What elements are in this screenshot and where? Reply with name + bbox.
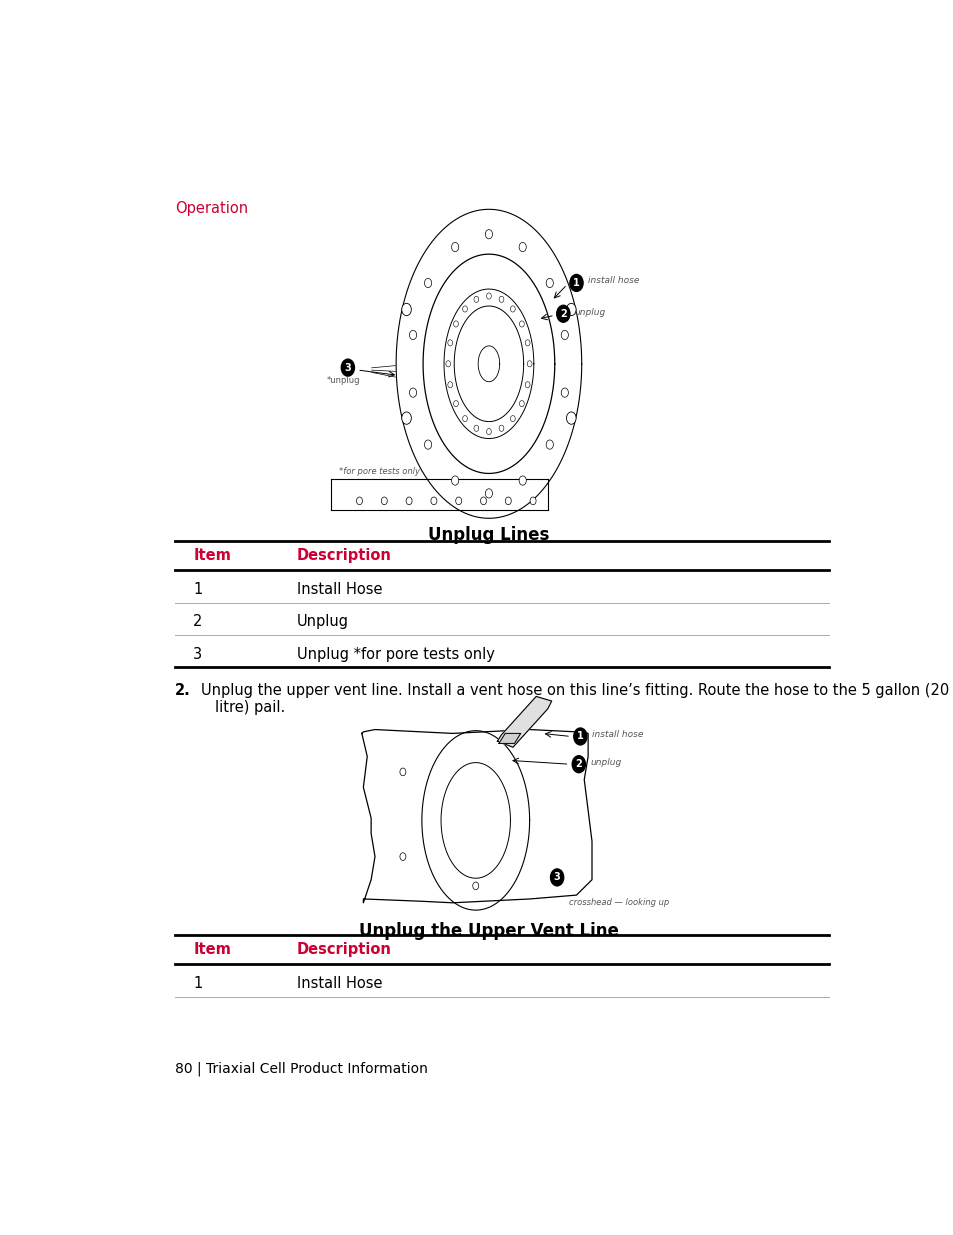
Text: Unplug Lines: Unplug Lines: [428, 526, 549, 543]
Text: unplug: unplug: [575, 308, 605, 316]
Circle shape: [518, 242, 526, 252]
Circle shape: [474, 296, 478, 303]
Circle shape: [473, 882, 478, 889]
Text: Unplug *for pore tests only: Unplug *for pore tests only: [296, 647, 494, 662]
Circle shape: [485, 230, 492, 238]
Polygon shape: [498, 734, 520, 743]
Circle shape: [566, 412, 576, 425]
Circle shape: [424, 440, 431, 450]
Circle shape: [453, 400, 457, 406]
Text: 1: 1: [193, 582, 202, 597]
Text: Install Hose: Install Hose: [296, 976, 382, 992]
Circle shape: [431, 496, 436, 505]
Circle shape: [525, 382, 530, 388]
Circle shape: [510, 306, 515, 312]
Circle shape: [527, 361, 532, 367]
Text: Unplug the Upper Vent Line: Unplug the Upper Vent Line: [358, 923, 618, 940]
Circle shape: [546, 440, 553, 450]
Circle shape: [486, 429, 491, 435]
Circle shape: [401, 304, 411, 316]
Text: *unplug: *unplug: [327, 377, 360, 385]
Text: install hose: install hose: [592, 730, 642, 740]
Text: 3: 3: [193, 647, 202, 662]
Circle shape: [530, 496, 536, 505]
Circle shape: [356, 496, 362, 505]
Circle shape: [550, 869, 563, 885]
Circle shape: [462, 415, 467, 421]
Text: 2.: 2.: [174, 683, 191, 698]
Circle shape: [569, 274, 582, 291]
Circle shape: [519, 400, 524, 406]
Text: Item: Item: [193, 548, 231, 563]
Text: 2: 2: [559, 309, 566, 319]
Circle shape: [456, 496, 461, 505]
Circle shape: [519, 321, 524, 327]
Text: crosshead — looking up: crosshead — looking up: [568, 898, 668, 908]
Circle shape: [518, 475, 526, 485]
Circle shape: [399, 768, 405, 776]
Circle shape: [486, 293, 491, 299]
Circle shape: [485, 489, 492, 498]
Circle shape: [451, 475, 458, 485]
Circle shape: [447, 382, 452, 388]
Circle shape: [546, 278, 553, 288]
Circle shape: [399, 852, 405, 861]
Circle shape: [480, 496, 486, 505]
Circle shape: [401, 412, 411, 425]
Text: litre) pail.: litre) pail.: [215, 700, 285, 715]
Circle shape: [557, 305, 569, 322]
Circle shape: [560, 330, 568, 340]
Circle shape: [451, 242, 458, 252]
Circle shape: [341, 359, 355, 377]
Text: 80 | Triaxial Cell Product Information: 80 | Triaxial Cell Product Information: [174, 1062, 427, 1076]
Circle shape: [474, 425, 478, 431]
Text: Unplug: Unplug: [296, 614, 349, 630]
Text: unplug: unplug: [590, 758, 621, 767]
Circle shape: [424, 278, 431, 288]
Text: Unplug the upper vent line. Install a vent hose on this line’s fitting. Route th: Unplug the upper vent line. Install a ve…: [200, 683, 948, 698]
Text: Description: Description: [296, 548, 391, 563]
Circle shape: [462, 306, 467, 312]
Circle shape: [445, 361, 450, 367]
Text: 1: 1: [577, 731, 583, 741]
Circle shape: [573, 727, 586, 745]
Text: 1: 1: [193, 976, 202, 992]
Text: *for pore tests only: *for pore tests only: [338, 467, 419, 477]
Text: Operation: Operation: [174, 200, 248, 216]
Circle shape: [566, 304, 576, 316]
Circle shape: [381, 496, 387, 505]
Text: Install Hose: Install Hose: [296, 582, 382, 597]
Text: 3: 3: [344, 363, 351, 373]
Text: 2: 2: [193, 614, 202, 630]
Text: Description: Description: [296, 942, 391, 957]
Circle shape: [447, 340, 452, 346]
Circle shape: [572, 756, 585, 773]
Text: install hose: install hose: [587, 277, 639, 285]
Circle shape: [525, 340, 530, 346]
Text: 2: 2: [575, 760, 581, 769]
Circle shape: [498, 296, 503, 303]
Circle shape: [505, 496, 511, 505]
Polygon shape: [497, 697, 551, 747]
Text: 1: 1: [573, 278, 579, 288]
Circle shape: [406, 496, 412, 505]
Circle shape: [409, 388, 416, 398]
Text: 3: 3: [553, 872, 560, 882]
Circle shape: [510, 415, 515, 421]
Circle shape: [453, 321, 457, 327]
Text: Item: Item: [193, 942, 231, 957]
Circle shape: [409, 330, 416, 340]
Circle shape: [498, 425, 503, 431]
Circle shape: [560, 388, 568, 398]
